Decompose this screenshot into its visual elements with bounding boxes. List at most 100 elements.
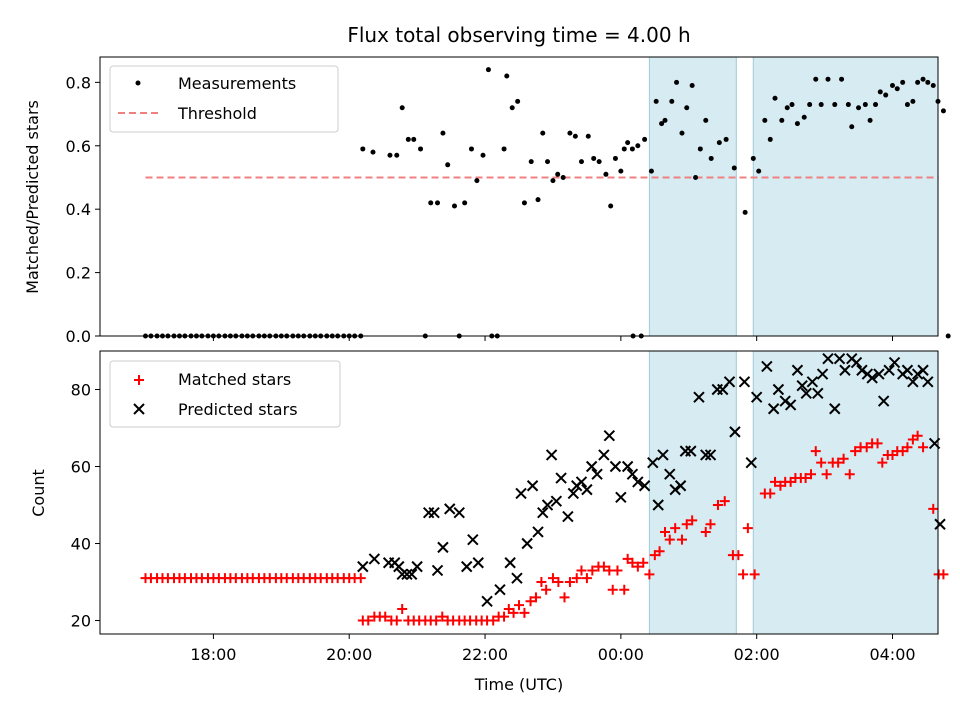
measurement-point-51 [445, 162, 451, 168]
predicted-point-24 [526, 480, 539, 492]
measurement-point-100 [697, 146, 703, 152]
matched-point-99 [687, 515, 698, 526]
predicted-point-84 [873, 368, 885, 380]
top-ytick-label-3: 0.6 [66, 137, 91, 156]
measurement-point-101 [703, 117, 709, 123]
bottom-highlight-span-1 [752, 350, 939, 635]
bottom-ytick-label-1: 40 [71, 535, 91, 554]
predicted-point-15 [461, 560, 473, 573]
matched-point-70 [530, 592, 541, 603]
top-panel: 0.0 0.2 0.4 0.6 0.8 Flux total observing tim… [23, 23, 951, 346]
measurement-point-54 [462, 200, 468, 206]
predicted-point-65 [767, 403, 780, 415]
measurement-point-39 [360, 146, 366, 152]
matched-point-126 [850, 446, 861, 457]
bottom-highlight-span-0 [648, 350, 737, 635]
measurement-point-76 [585, 133, 591, 139]
predicted-point-44 [632, 476, 644, 488]
measurement-point-90 [648, 168, 654, 174]
matched-point-67 [514, 600, 524, 611]
matched-point-95 [664, 534, 675, 545]
predicted-point-32 [567, 487, 580, 500]
legend-predicted-label: Predicted stars [178, 400, 298, 419]
predicted-point-48 [657, 449, 669, 461]
predicted-point-49 [664, 468, 676, 480]
matched-point-80 [587, 565, 598, 576]
measurement-point-70 [550, 178, 556, 184]
measurement-point-132 [894, 86, 900, 92]
predicted-point-66 [772, 383, 785, 396]
measurement-point-63 [509, 105, 515, 111]
predicted-point-72 [806, 376, 819, 388]
predicted-point-67 [779, 395, 791, 407]
matched-point-86 [619, 584, 630, 595]
predicted-point-16 [467, 533, 479, 546]
measurement-point-131 [890, 83, 896, 89]
measurement-point-109 [762, 117, 768, 123]
bottom-ytick-label-2: 60 [71, 458, 91, 477]
matched-point-123 [833, 457, 844, 468]
measurement-point-62 [504, 73, 510, 79]
predicted-point-80 [850, 356, 863, 369]
predicted-point-42 [621, 460, 634, 473]
legend-matched-marker [134, 375, 144, 385]
measurement-point-126 [862, 102, 868, 108]
measurement-point-110 [767, 136, 773, 142]
measurement-point-98 [689, 83, 695, 89]
predicted-point-14 [453, 507, 465, 519]
matched-point-45 [391, 615, 402, 626]
predicted-point-35 [581, 483, 593, 496]
predicted-point-55 [700, 449, 712, 461]
matched-point-77 [571, 573, 582, 584]
matched-point-117 [800, 473, 811, 484]
predicted-point-17 [472, 557, 484, 569]
top-highlight-spans [648, 56, 939, 337]
measurement-point-135 [910, 98, 916, 104]
measurement-point-125 [856, 105, 862, 111]
predicted-point-22 [515, 487, 527, 500]
matched-point-131 [877, 457, 888, 468]
legend-matched-label: Matched stars [178, 370, 291, 389]
measurement-point-99 [693, 174, 699, 180]
bottom-axes-frame [99, 350, 939, 635]
matched-point-94 [660, 526, 671, 537]
measurement-point-58 [485, 67, 491, 73]
matched-point-142 [938, 569, 949, 580]
predicted-point-50 [669, 483, 681, 496]
predicted-point-39 [603, 429, 616, 442]
matched-point-106 [738, 569, 749, 580]
matched-point-98 [681, 519, 692, 530]
top-highlight-span-0 [648, 56, 737, 337]
predicted-point-19 [494, 584, 506, 596]
top-highlight-span-1 [752, 56, 939, 337]
x-axis-label: Time (UTC) [474, 675, 563, 694]
matched-point-121 [821, 469, 832, 480]
predicted-point-76 [829, 403, 841, 415]
measurement-point-97 [684, 105, 690, 111]
matched-point-82 [598, 561, 609, 572]
top-ytick-label-4: 0.8 [66, 73, 91, 92]
matched-point-40 [363, 615, 374, 626]
predicted-point-64 [761, 360, 773, 373]
matched-point-107 [742, 523, 753, 534]
matched-point-69 [525, 596, 536, 607]
measurement-point-93 [662, 117, 668, 123]
measurement-point-78 [596, 159, 602, 165]
matched-point-110 [765, 488, 776, 499]
predicted-point-62 [745, 456, 757, 469]
predicted-point-54 [693, 391, 705, 403]
measurement-point-129 [877, 89, 883, 95]
matched-point-38 [355, 573, 366, 584]
measurement-point-111 [772, 95, 778, 101]
predicted-point-89 [901, 364, 914, 376]
measurement-point-104 [723, 136, 729, 142]
matched-point-130 [872, 438, 883, 449]
predicted-point-27 [541, 499, 554, 511]
matched-point-72 [541, 584, 552, 595]
measurement-point-68 [540, 130, 546, 136]
matched-point-88 [627, 557, 638, 568]
matched-point-52 [431, 615, 442, 626]
predicted-point-46 [647, 456, 659, 469]
matched-point-138 [912, 430, 923, 441]
